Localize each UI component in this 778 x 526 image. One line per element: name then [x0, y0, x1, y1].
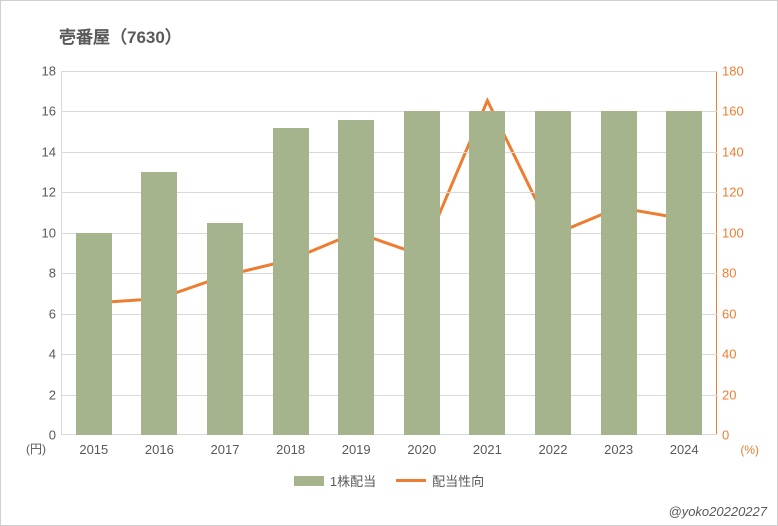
y2-unit: (%): [740, 443, 759, 457]
y1-tick-label: 16: [31, 104, 56, 119]
x-tick-label: 2023: [604, 442, 633, 457]
bar: [666, 111, 702, 435]
chart-container: 壱番屋（7630） (円) (%) 0022044066088010100121…: [0, 0, 778, 526]
y1-tick-label: 2: [31, 387, 56, 402]
bar: [469, 111, 505, 435]
x-tick-label: 2020: [407, 442, 436, 457]
y2-tick-label: 140: [722, 144, 752, 159]
attribution: @yoko20220227: [669, 504, 768, 519]
y1-tick-label: 14: [31, 144, 56, 159]
y2-tick-label: 60: [722, 306, 752, 321]
y1-tick-label: 8: [31, 266, 56, 281]
y2-tick-label: 160: [722, 104, 752, 119]
bar: [76, 233, 112, 435]
y1-unit: (円): [26, 440, 46, 457]
plot-area: (円) (%) 00220440660880101001212014140161…: [61, 71, 717, 435]
x-tick-label: 2017: [211, 442, 240, 457]
bar: [207, 223, 243, 435]
x-tick-label: 2021: [473, 442, 502, 457]
y1-tick-label: 4: [31, 347, 56, 362]
bar: [535, 111, 571, 435]
legend-line-label: 配当性向: [432, 471, 484, 490]
legend-item-line: 配当性向: [396, 471, 484, 490]
x-tick-label: 2016: [145, 442, 174, 457]
y2-tick-label: 0: [722, 428, 752, 443]
y1-tick-label: 12: [31, 185, 56, 200]
y2-tick-label: 40: [722, 347, 752, 362]
legend: 1株配当 配当性向: [1, 471, 777, 490]
y1-tick-label: 10: [31, 225, 56, 240]
bar: [404, 111, 440, 435]
y2-tick-label: 120: [722, 185, 752, 200]
y2-tick-label: 100: [722, 225, 752, 240]
bar: [141, 172, 177, 435]
legend-bar-label: 1株配当: [330, 471, 376, 490]
x-tick-label: 2022: [539, 442, 568, 457]
grid-line: [61, 71, 717, 72]
y2-tick-label: 180: [722, 64, 752, 79]
bar: [338, 120, 374, 435]
legend-line-swatch: [396, 479, 426, 482]
x-tick-label: 2015: [79, 442, 108, 457]
bar: [601, 111, 637, 435]
chart-title: 壱番屋（7630）: [59, 23, 182, 48]
x-tick-label: 2024: [670, 442, 699, 457]
y1-tick-label: 6: [31, 306, 56, 321]
bar: [273, 128, 309, 435]
legend-item-bar: 1株配当: [294, 471, 376, 490]
y1-tick-label: 0: [31, 428, 56, 443]
y2-tick-label: 80: [722, 266, 752, 281]
x-tick-label: 2018: [276, 442, 305, 457]
y2-tick-label: 20: [722, 387, 752, 402]
legend-bar-swatch: [294, 476, 324, 486]
y1-tick-label: 18: [31, 64, 56, 79]
x-tick-label: 2019: [342, 442, 371, 457]
